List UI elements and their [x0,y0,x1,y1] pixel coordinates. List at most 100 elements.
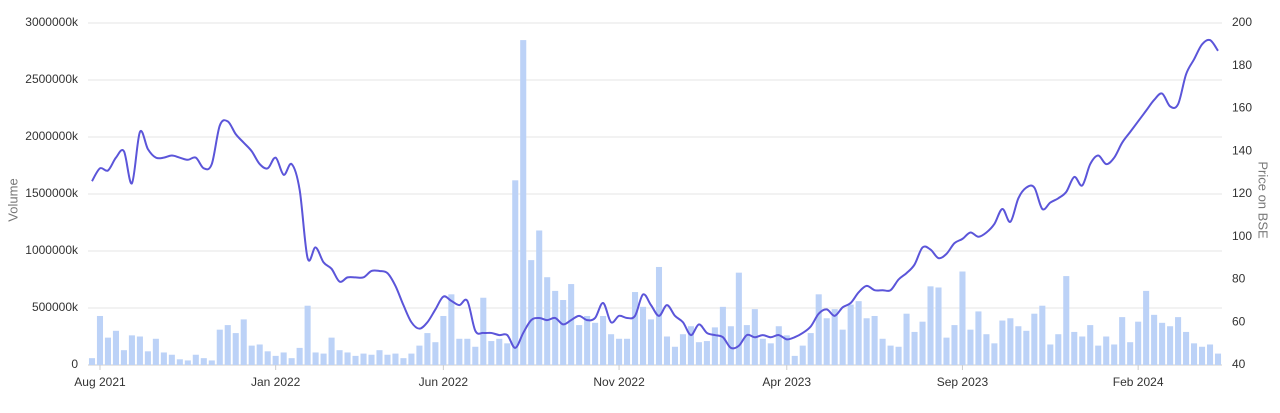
bar [432,342,439,365]
bar [248,345,255,365]
bar [807,333,814,365]
bar [320,353,327,365]
bar [1047,344,1054,365]
bar [344,352,351,365]
bar [863,318,870,365]
bar [176,359,183,365]
bar [1135,321,1142,365]
bar [1095,345,1102,365]
bar [1039,305,1046,365]
y-tick-label: 0 [71,357,78,371]
bar [224,325,231,365]
bar [184,360,191,365]
bar [999,320,1006,365]
bar [1167,326,1174,365]
bar [368,354,375,365]
bar [1183,331,1190,365]
bar [1007,318,1014,365]
bar [903,313,910,365]
y2-tick-label: 140 [1232,143,1252,157]
bar [392,353,399,365]
bar [216,329,223,365]
bar [919,321,926,365]
bar [975,311,982,365]
bar [959,271,966,365]
bar [112,330,119,365]
bar [991,343,998,365]
bar [1111,344,1118,365]
bar [719,306,726,365]
y2-tick-label: 180 [1232,58,1252,72]
bar [735,272,742,365]
bar [783,335,790,365]
bar [144,351,151,365]
y-tick-label: 2000000k [25,129,79,143]
bar [384,354,391,365]
bar [400,358,407,365]
bar [296,347,303,365]
bar [472,346,479,365]
bar [264,351,271,365]
bar [584,315,591,365]
bar [480,297,487,365]
bar [136,336,143,365]
x-tick-label: Nov 2022 [593,375,645,389]
bar [791,355,798,365]
bar [152,338,159,365]
bar [632,292,639,365]
bar [799,345,806,365]
bar [232,333,239,365]
bar [192,354,199,365]
bar [104,337,111,365]
bar [528,260,535,365]
y-tick-label: 500000k [32,300,79,314]
bar [879,338,886,365]
bar [552,290,559,365]
bar [520,40,527,365]
bar [592,322,599,365]
bar [1071,331,1078,365]
y2-axis-title: Price on BSE [1256,161,1271,239]
bar [600,315,607,365]
bar [416,345,423,365]
bar [1119,317,1126,365]
bar [576,325,583,365]
bar [1031,313,1038,365]
bar [1175,317,1182,365]
x-tick-label: Feb 2024 [1113,375,1164,389]
bar [424,333,431,365]
bar [448,294,455,365]
bar [695,342,702,365]
bar [1127,342,1134,365]
bar [895,346,902,365]
y2-tick-label: 40 [1232,357,1246,371]
y2-tick-label: 100 [1232,229,1252,243]
bar [727,326,734,365]
bar [280,352,287,365]
bar [775,326,782,365]
bar [312,352,319,365]
bar [1103,336,1110,365]
x-tick-label: Jun 2022 [419,375,469,389]
bar [759,338,766,365]
bar [488,341,495,365]
bar [639,306,647,365]
bar [911,331,918,365]
y2-tick-label: 80 [1232,272,1246,286]
bar [512,180,519,365]
bar [1143,290,1150,365]
bar [647,319,655,365]
bar [360,353,367,365]
bar [1087,325,1094,365]
bar [536,230,543,365]
y-tick-label: 2500000k [25,72,79,86]
bar [1015,326,1022,365]
y-tick-label: 1500000k [25,186,79,200]
bar [967,329,974,365]
bar [1151,314,1158,365]
bar [168,354,175,365]
bar [887,345,894,365]
bar [847,304,854,365]
bar [464,338,471,365]
